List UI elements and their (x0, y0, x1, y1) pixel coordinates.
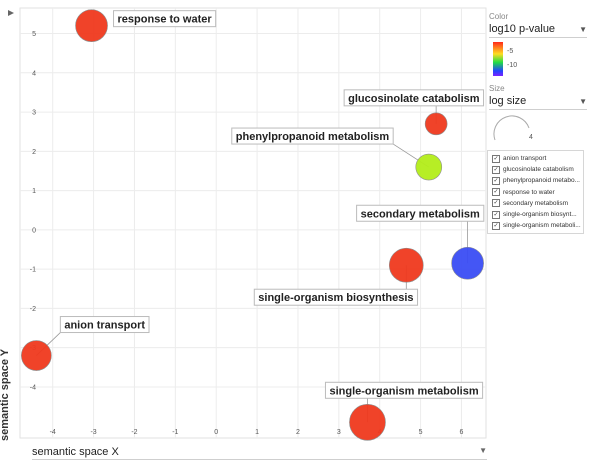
color-scale-tick: -5 (507, 48, 514, 55)
legend-item[interactable]: ✓ secondary metabolism (492, 199, 569, 208)
y-tick-label: -4 (30, 384, 36, 391)
bubble-label-box (231, 127, 394, 145)
bubble-label-text: glucosinolate catabolism (348, 93, 480, 105)
x-tick-label: -4 (50, 429, 56, 436)
size-select-value: log size (489, 95, 527, 107)
size-scale-arc (493, 115, 530, 141)
color-caption: Color (489, 12, 509, 21)
grid-lines (20, 8, 486, 438)
checkbox-checked-icon[interactable]: ✓ (492, 154, 500, 163)
bubble-label-box (343, 89, 485, 107)
bubble-label-box (356, 204, 485, 222)
x-tick-label: 6 (460, 429, 464, 436)
bubble[interactable] (349, 403, 386, 441)
y-axis-chevron-icon (8, 10, 14, 16)
checkbox-checked-icon[interactable]: ✓ (492, 210, 500, 219)
y-tick-label: 3 (32, 110, 36, 117)
chevron-down-icon: ▼ (579, 96, 587, 106)
y-tick-label: 4 (32, 70, 36, 77)
size-scale: 4 (489, 114, 587, 144)
bubble-label: secondary metabolism (356, 204, 485, 222)
legend-item[interactable]: ✓ glucosinolate catabolism (492, 165, 574, 174)
x-tick-label: -1 (172, 429, 178, 436)
bubble-label: response to water (113, 10, 217, 28)
bubble[interactable] (451, 246, 484, 280)
bubble[interactable] (75, 9, 108, 42)
bubble-label-text: single-organism biosynthesis (258, 292, 413, 304)
bubble-label: single-organism metabolism (324, 381, 484, 399)
legend-item[interactable]: ✓ single-organism biosynt... (492, 210, 577, 219)
y-tick-label: 2 (32, 149, 36, 156)
series-legend: ✓ anion transport ✓ glucosinolate cataboli… (487, 150, 584, 234)
bubble-label-text: anion transport (64, 320, 145, 332)
checkbox-checked-icon[interactable]: ✓ (492, 188, 500, 197)
bubble[interactable] (388, 247, 424, 283)
legend-item[interactable]: ✓ single-organism metaboli... (492, 221, 581, 230)
color-gradient-bar (493, 42, 503, 76)
axis-ticks: -4-3-2-10123456543210-1-2-3-4 (30, 31, 464, 436)
y-tick-label: 5 (32, 31, 36, 38)
size-scale-tick: 4 (529, 134, 533, 141)
bubble-label-text: single-organism metabolism (329, 385, 478, 397)
legend-item[interactable]: ✓ phenylpropanoid metabo... (492, 176, 580, 185)
legend-item[interactable]: ✓ anion transport (492, 154, 547, 163)
bubbles (21, 9, 484, 441)
bubble-label-text: secondary metabolism (361, 208, 480, 220)
x-tick-label: -3 (90, 429, 96, 436)
bubble-label: anion transport (59, 316, 150, 334)
checkbox-checked-icon[interactable]: ✓ (492, 165, 500, 174)
chevron-down-icon: ▼ (579, 24, 587, 34)
bubble-label-box (113, 10, 217, 28)
x-tick-label: 5 (419, 429, 423, 436)
bubble-label: single-organism biosynthesis (253, 288, 419, 306)
x-tick-label: 2 (296, 429, 300, 436)
chevron-down-icon: ▼ (479, 446, 487, 455)
color-select[interactable]: log10 p-value ▼ (489, 21, 587, 38)
bubble-label-text: phenylpropanoid metabolism (236, 131, 390, 143)
y-tick-label: 1 (32, 188, 36, 195)
bubble-labels: response to water glucosinolate catabolis… (59, 10, 485, 399)
legend-item[interactable]: ✓ response to water (492, 188, 555, 197)
size-caption: Size (489, 84, 505, 93)
y-axis-select[interactable]: semantic space Y (0, 8, 20, 441)
bubble[interactable] (424, 112, 448, 136)
checkbox-checked-icon[interactable]: ✓ (492, 176, 500, 185)
bubble[interactable] (415, 153, 443, 181)
bubble-label-text: response to water (118, 14, 213, 26)
size-select[interactable]: log size ▼ (489, 93, 587, 110)
bubble-label: phenylpropanoid metabolism (231, 127, 394, 145)
plot-area (19, 7, 487, 439)
x-tick-label: 1 (255, 429, 259, 436)
x-tick-label: -2 (131, 429, 137, 436)
bubble-label-box (324, 381, 484, 399)
y-tick-label: 0 (32, 227, 36, 234)
bubble-label-box (253, 288, 419, 306)
checkbox-checked-icon[interactable]: ✓ (492, 199, 500, 208)
color-scale: -5 -10 (489, 42, 587, 78)
bubble[interactable] (21, 340, 52, 371)
y-axis-label: semantic space Y (0, 348, 11, 441)
y-tick-label: -2 (30, 306, 36, 313)
bubble-label: glucosinolate catabolism (343, 89, 485, 107)
color-scale-tick: -10 (507, 62, 518, 69)
controls-panel: Color log10 p-value ▼ -5 -10 Size log si… (489, 12, 587, 144)
x-tick-label: 3 (337, 429, 341, 436)
x-tick-label: 0 (214, 429, 218, 436)
checkbox-checked-icon[interactable]: ✓ (492, 221, 500, 230)
bubble-label-box (59, 316, 150, 334)
y-tick-label: -1 (30, 267, 36, 274)
x-axis-label: semantic space X (32, 446, 119, 458)
x-axis-select[interactable]: semantic space X ▼ (32, 446, 487, 460)
color-select-value: log10 p-value (489, 23, 556, 35)
